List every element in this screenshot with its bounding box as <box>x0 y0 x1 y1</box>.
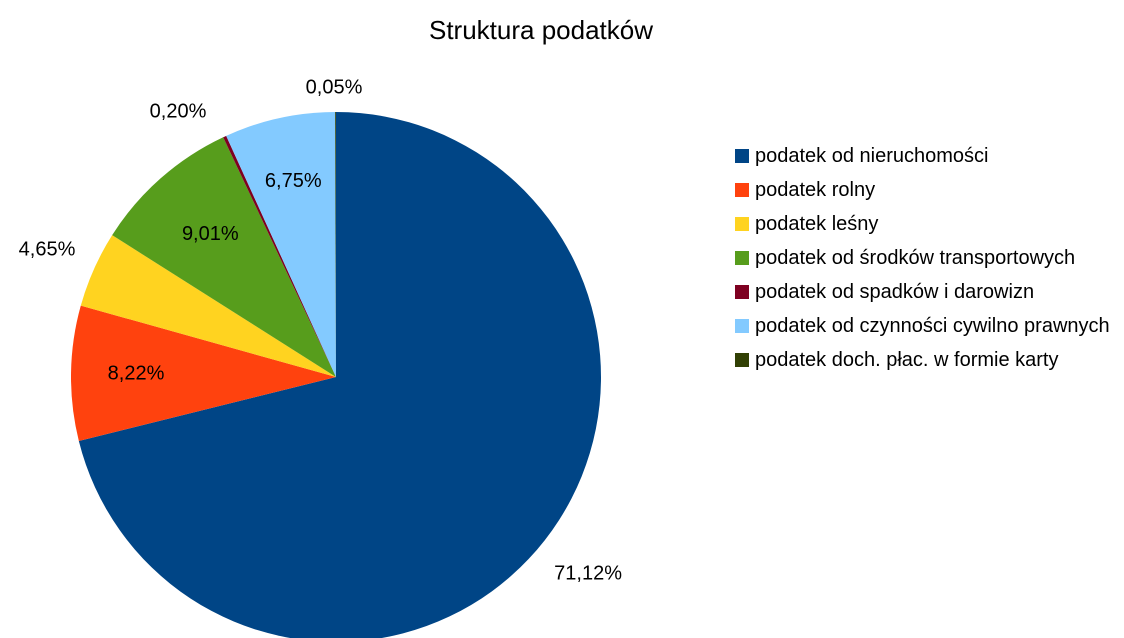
pie-slice <box>80 235 336 377</box>
pie-slice <box>78 112 601 638</box>
legend: podatek od nieruchomości podatek rolny pod… <box>735 144 1120 382</box>
legend-label: podatek od nieruchomości <box>755 145 989 167</box>
legend-label: podatek od środków transpor­towych <box>755 247 1076 269</box>
legend-item: podatek od nieruchomości <box>735 144 1120 168</box>
legend-swatch <box>735 285 749 299</box>
legend-swatch <box>735 251 749 265</box>
legend-swatch <box>735 319 749 333</box>
legend-item: podatek doch. płac. w formie karty <box>735 348 1120 372</box>
data-label: 0,05% <box>306 76 363 98</box>
legend-item: podatek rolny <box>735 178 1120 202</box>
legend-swatch <box>735 353 749 367</box>
legend-item: podatek od czynności cywilno prawnych <box>735 314 1120 338</box>
data-label: 9,01% <box>182 223 239 245</box>
pie-slice <box>112 137 336 377</box>
pie-slice <box>71 305 337 441</box>
legend-swatch <box>735 149 749 163</box>
legend-swatch <box>735 183 749 197</box>
data-label: 0,20% <box>150 100 207 122</box>
legend-label: podatek doch. płac. w formie karty <box>755 349 1059 371</box>
legend-label: podatek od czynności cywilno prawnych <box>755 315 1110 337</box>
data-label: 8,22% <box>108 362 165 384</box>
pie-slice <box>335 112 336 377</box>
chart-title: Struktura podatków <box>429 15 653 45</box>
legend-swatch <box>735 217 749 231</box>
data-label: 71,12% <box>554 562 622 584</box>
legend-item: podatek od spadków i darowizn <box>735 280 1120 304</box>
legend-item: podatek leśny <box>735 212 1120 236</box>
data-label: 4,65% <box>19 238 76 260</box>
legend-item: podatek od środków transpor­towych <box>735 246 1120 270</box>
data-label: 6,75% <box>265 170 322 192</box>
legend-label: podatek od spadków i darowizn <box>755 281 1035 303</box>
pie-slice <box>226 112 336 377</box>
legend-label: podatek leśny <box>755 213 879 235</box>
legend-label: podatek rolny <box>755 179 876 201</box>
pie-slice <box>223 135 336 377</box>
